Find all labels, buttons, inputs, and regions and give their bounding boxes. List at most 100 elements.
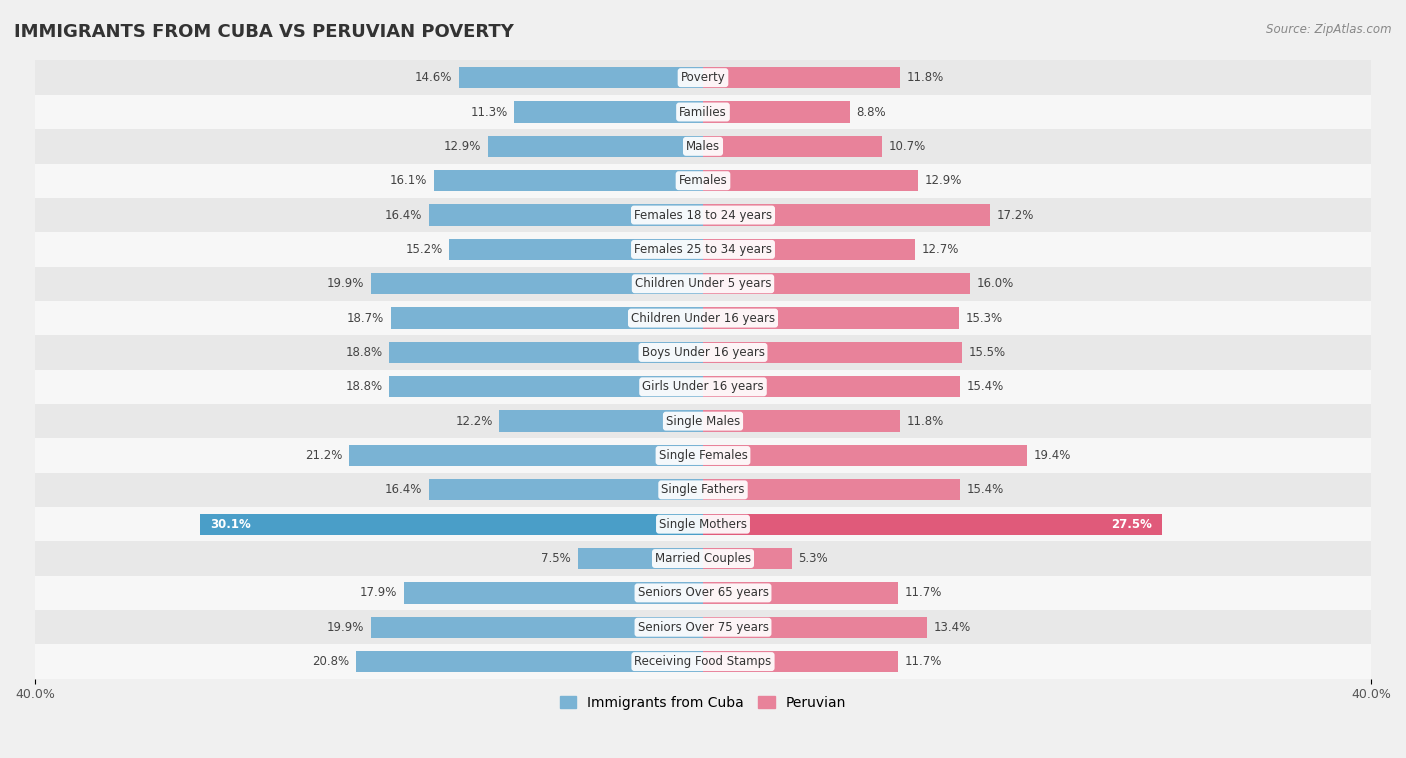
Bar: [200, 514, 703, 535]
Bar: [703, 170, 918, 191]
Text: Source: ZipAtlas.com: Source: ZipAtlas.com: [1267, 23, 1392, 36]
Bar: [703, 582, 898, 603]
Bar: [429, 205, 703, 226]
Bar: [703, 102, 851, 123]
Bar: [35, 301, 1371, 335]
Bar: [35, 644, 1371, 678]
Text: IMMIGRANTS FROM CUBA VS PERUVIAN POVERTY: IMMIGRANTS FROM CUBA VS PERUVIAN POVERTY: [14, 23, 515, 41]
Bar: [35, 267, 1371, 301]
Bar: [35, 198, 1371, 232]
Text: 16.0%: 16.0%: [977, 277, 1014, 290]
Text: 18.8%: 18.8%: [346, 346, 382, 359]
Text: 16.4%: 16.4%: [385, 484, 422, 496]
Text: 17.9%: 17.9%: [360, 587, 398, 600]
Text: 20.8%: 20.8%: [312, 655, 349, 668]
Bar: [35, 473, 1371, 507]
Bar: [389, 376, 703, 397]
Text: Seniors Over 75 years: Seniors Over 75 years: [637, 621, 769, 634]
Bar: [703, 342, 962, 363]
Text: Females: Females: [679, 174, 727, 187]
Bar: [703, 308, 959, 329]
Text: 12.9%: 12.9%: [925, 174, 963, 187]
Text: Seniors Over 65 years: Seniors Over 65 years: [637, 587, 769, 600]
Text: Females 18 to 24 years: Females 18 to 24 years: [634, 208, 772, 221]
Text: Children Under 5 years: Children Under 5 years: [634, 277, 772, 290]
Text: 18.7%: 18.7%: [347, 312, 384, 324]
Bar: [371, 273, 703, 294]
Bar: [35, 404, 1371, 438]
Text: 27.5%: 27.5%: [1111, 518, 1153, 531]
Text: 13.4%: 13.4%: [934, 621, 970, 634]
Bar: [703, 239, 915, 260]
Bar: [35, 370, 1371, 404]
Text: 11.8%: 11.8%: [907, 71, 943, 84]
Text: Married Couples: Married Couples: [655, 552, 751, 565]
Text: Children Under 16 years: Children Under 16 years: [631, 312, 775, 324]
Bar: [35, 129, 1371, 164]
Text: Single Fathers: Single Fathers: [661, 484, 745, 496]
Bar: [429, 479, 703, 500]
Bar: [499, 411, 703, 432]
Bar: [515, 102, 703, 123]
Text: 10.7%: 10.7%: [889, 140, 925, 153]
Text: 15.4%: 15.4%: [967, 381, 1004, 393]
Text: 14.6%: 14.6%: [415, 71, 453, 84]
Bar: [35, 507, 1371, 541]
Text: Boys Under 16 years: Boys Under 16 years: [641, 346, 765, 359]
Bar: [703, 411, 900, 432]
Text: 11.7%: 11.7%: [905, 655, 942, 668]
Bar: [35, 335, 1371, 370]
Bar: [349, 445, 703, 466]
Bar: [703, 445, 1026, 466]
Bar: [434, 170, 703, 191]
Bar: [703, 548, 792, 569]
Bar: [449, 239, 703, 260]
Text: 19.9%: 19.9%: [326, 621, 364, 634]
Text: Receiving Food Stamps: Receiving Food Stamps: [634, 655, 772, 668]
Text: 15.2%: 15.2%: [405, 243, 443, 256]
Text: Single Females: Single Females: [658, 449, 748, 462]
Bar: [35, 61, 1371, 95]
Text: 19.4%: 19.4%: [1033, 449, 1071, 462]
Bar: [703, 205, 990, 226]
Bar: [35, 232, 1371, 267]
Bar: [35, 610, 1371, 644]
Bar: [703, 616, 927, 638]
Text: 15.3%: 15.3%: [965, 312, 1002, 324]
Text: 16.1%: 16.1%: [389, 174, 427, 187]
Bar: [391, 308, 703, 329]
Text: Poverty: Poverty: [681, 71, 725, 84]
Bar: [35, 164, 1371, 198]
Text: 19.9%: 19.9%: [326, 277, 364, 290]
Text: 11.8%: 11.8%: [907, 415, 943, 428]
Text: 30.1%: 30.1%: [211, 518, 252, 531]
Bar: [578, 548, 703, 569]
Text: Females 25 to 34 years: Females 25 to 34 years: [634, 243, 772, 256]
Bar: [371, 616, 703, 638]
Bar: [703, 376, 960, 397]
Bar: [703, 651, 898, 672]
Text: Males: Males: [686, 140, 720, 153]
Bar: [488, 136, 703, 157]
Text: 21.2%: 21.2%: [305, 449, 342, 462]
Text: 15.5%: 15.5%: [969, 346, 1005, 359]
Text: Families: Families: [679, 105, 727, 118]
Bar: [703, 67, 900, 88]
Bar: [703, 136, 882, 157]
Text: 16.4%: 16.4%: [385, 208, 422, 221]
Text: 18.8%: 18.8%: [346, 381, 382, 393]
Text: 11.3%: 11.3%: [471, 105, 508, 118]
Legend: Immigrants from Cuba, Peruvian: Immigrants from Cuba, Peruvian: [554, 690, 852, 715]
Bar: [35, 438, 1371, 473]
Bar: [703, 514, 1163, 535]
Text: 7.5%: 7.5%: [541, 552, 571, 565]
Text: Single Mothers: Single Mothers: [659, 518, 747, 531]
Bar: [404, 582, 703, 603]
Text: 11.7%: 11.7%: [905, 587, 942, 600]
Text: Girls Under 16 years: Girls Under 16 years: [643, 381, 763, 393]
Bar: [703, 273, 970, 294]
Bar: [35, 541, 1371, 576]
Bar: [389, 342, 703, 363]
Text: 5.3%: 5.3%: [799, 552, 828, 565]
Text: 15.4%: 15.4%: [967, 484, 1004, 496]
